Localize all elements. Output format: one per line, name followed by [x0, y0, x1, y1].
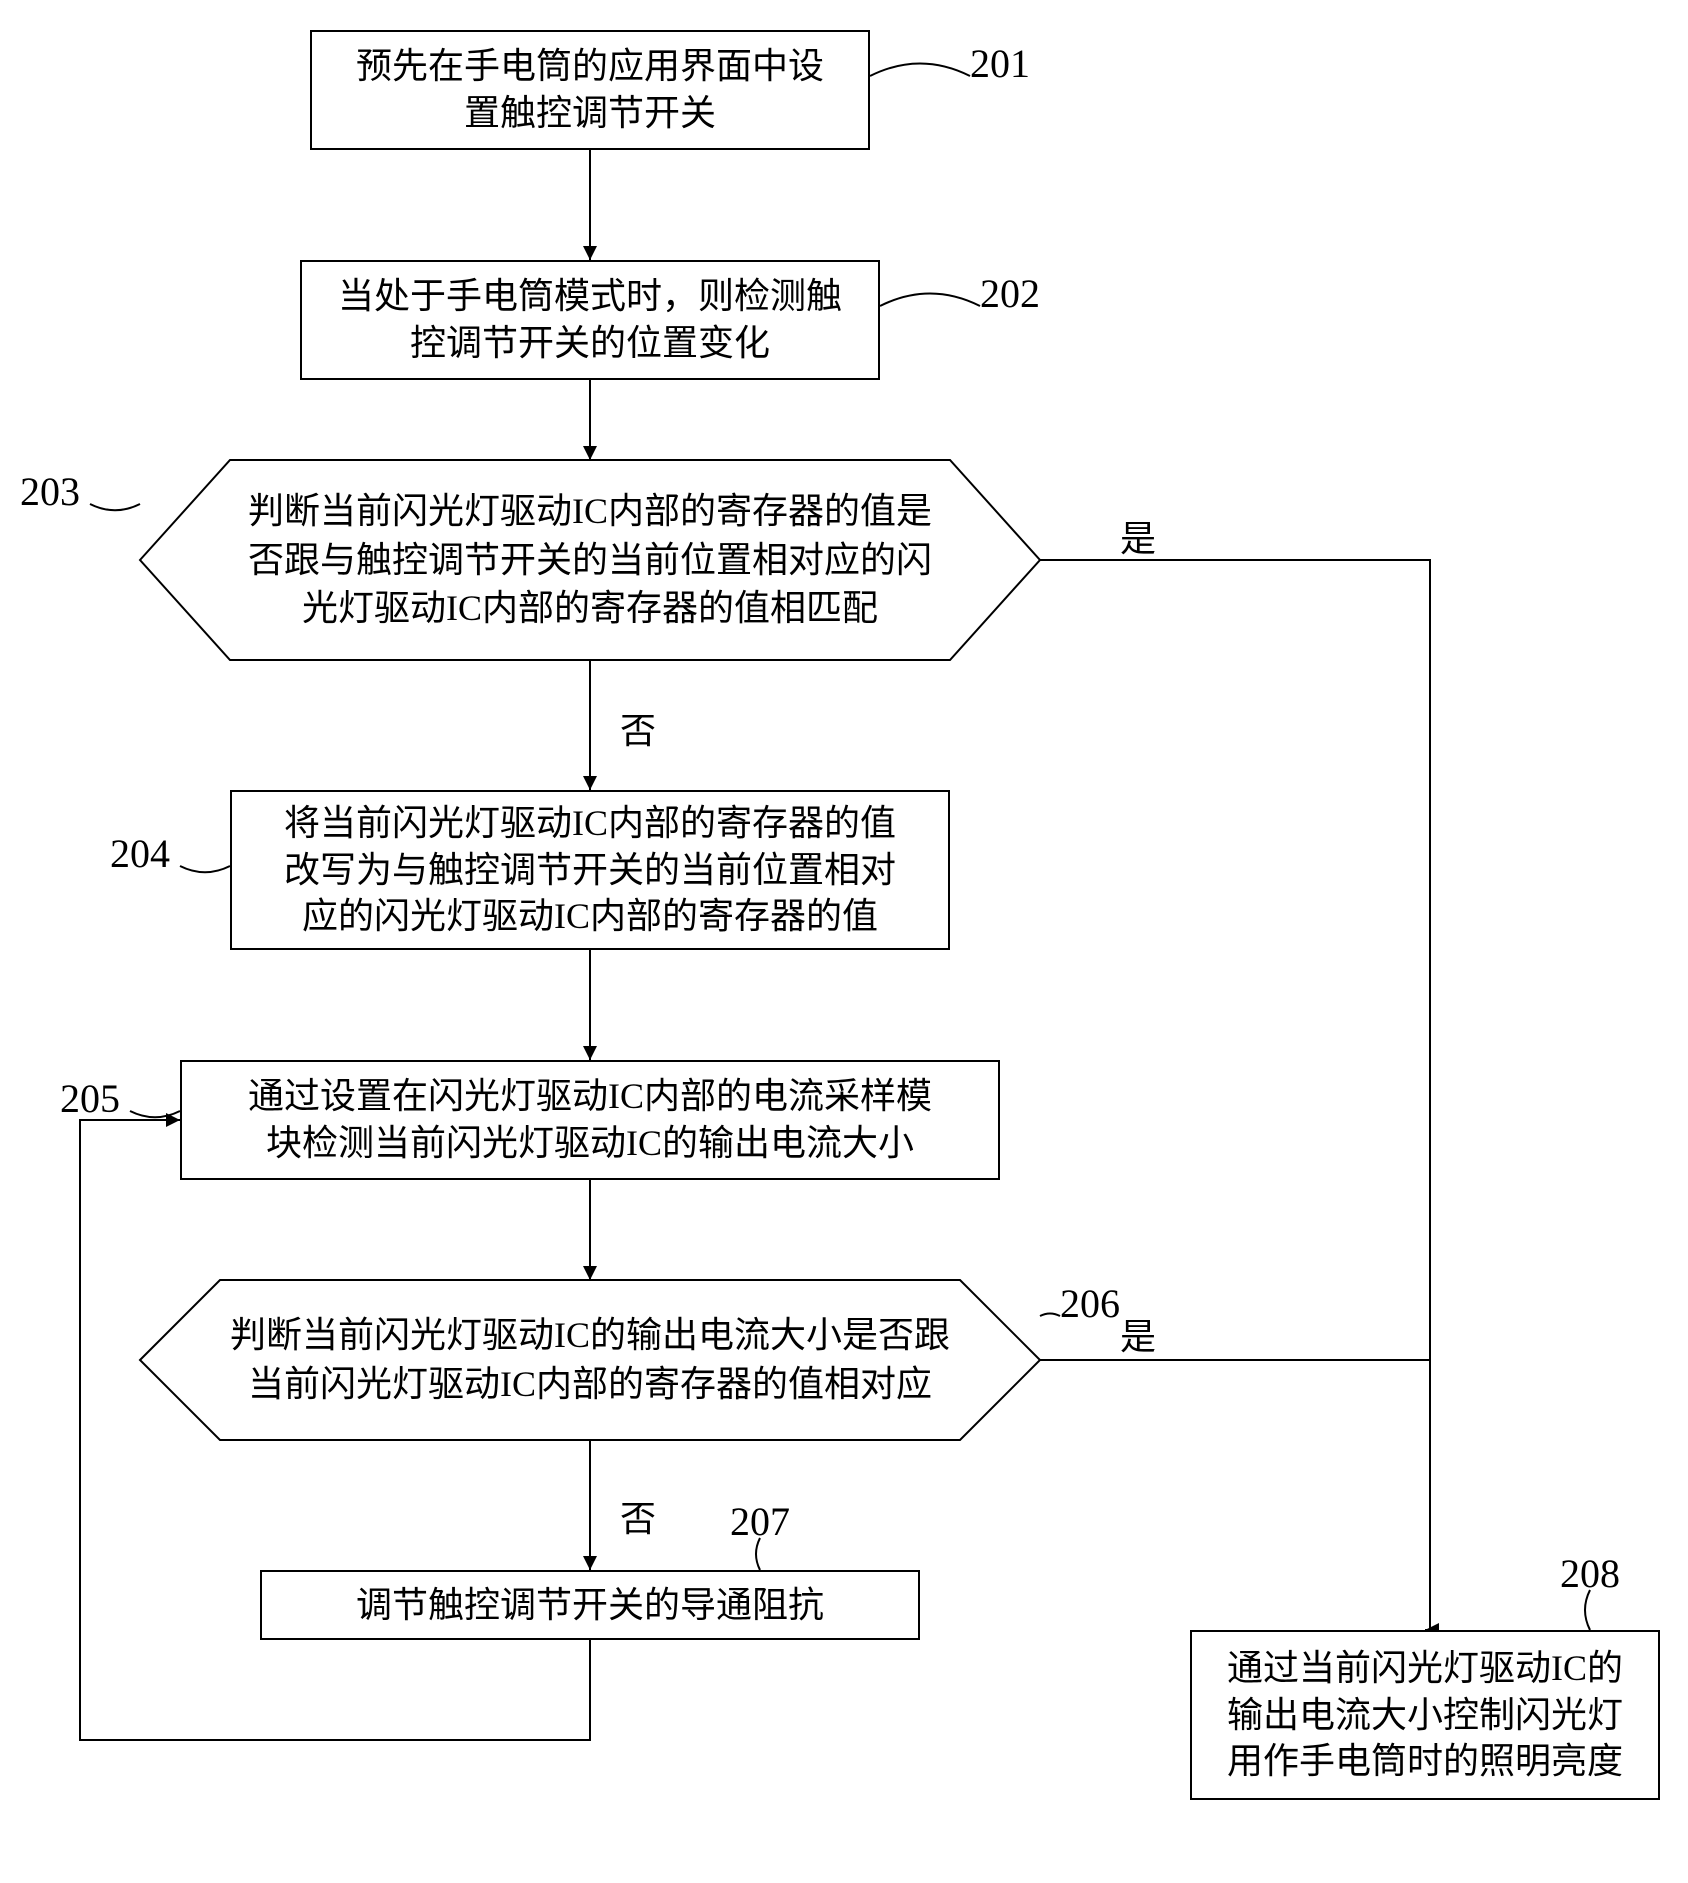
flowchart-canvas: 预先在手电筒的应用界面中设置触控调节开关当处于手电筒模式时，则检测触控调节开关的…	[0, 0, 1688, 1883]
step-number-202: 202	[980, 270, 1040, 317]
step-number-201: 201	[970, 40, 1030, 87]
flow-step-n201: 预先在手电筒的应用界面中设置触控调节开关	[310, 30, 870, 150]
flow-step-n205: 通过设置在闪光灯驱动IC内部的电流采样模块检测当前闪光灯驱动IC的输出电流大小	[180, 1060, 1000, 1180]
flow-step-n204: 将当前闪光灯驱动IC内部的寄存器的值改写为与触控调节开关的当前位置相对应的闪光灯…	[230, 790, 950, 950]
edge-label-e7: 是	[1120, 510, 1156, 562]
flow-decision-text-n206: 判断当前闪光灯驱动IC的输出电流大小是否跟当前闪光灯驱动IC内部的寄存器的值相对…	[180, 1280, 1000, 1440]
step-number-205: 205	[60, 1075, 120, 1122]
edge-label-e8: 是	[1120, 1308, 1156, 1360]
step-number-208: 208	[1560, 1550, 1620, 1597]
step-number-206: 206	[1060, 1280, 1120, 1327]
flow-decision-text-n203: 判断当前闪光灯驱动IC内部的寄存器的值是否跟与触控调节开关的当前位置相对应的闪光…	[185, 460, 995, 660]
step-number-204: 204	[110, 830, 170, 877]
step-number-203: 203	[20, 468, 80, 515]
edge-label-e6: 否	[620, 1490, 656, 1542]
flow-step-n207: 调节触控调节开关的导通阻抗	[260, 1570, 920, 1640]
step-number-207: 207	[730, 1498, 790, 1545]
flow-step-n208: 通过当前闪光灯驱动IC的输出电流大小控制闪光灯用作手电筒时的照明亮度	[1190, 1630, 1660, 1800]
flow-step-n202: 当处于手电筒模式时，则检测触控调节开关的位置变化	[300, 260, 880, 380]
edge-label-e3: 否	[620, 702, 656, 754]
edge-e7	[1040, 560, 1430, 1630]
